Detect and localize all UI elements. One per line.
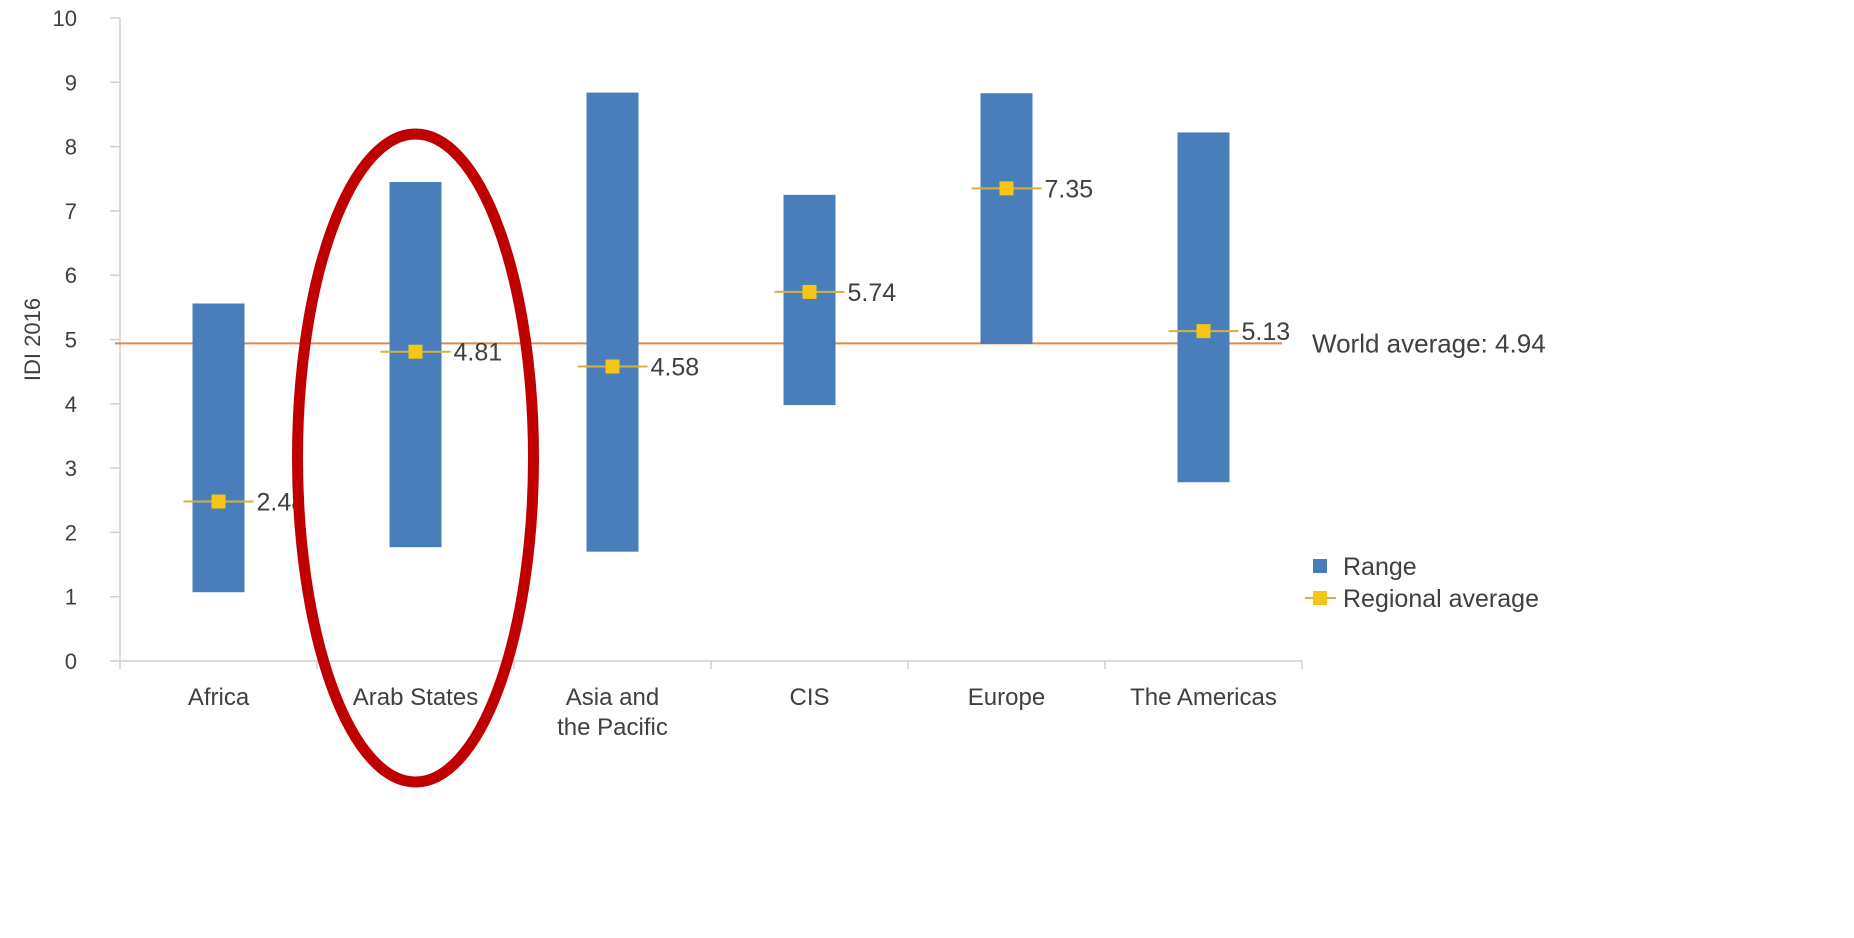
average-data-label: 5.13 (1242, 318, 1291, 346)
average-marker (408, 344, 423, 359)
y-tick-label: 2 (65, 520, 77, 545)
y-tick-label: 3 (65, 456, 77, 481)
legend-average-swatch (1313, 591, 1327, 605)
average-data-label: 7.35 (1045, 175, 1094, 203)
category-label: Arab States (353, 684, 478, 711)
y-tick-label: 5 (65, 328, 77, 353)
category-label: the Pacific (557, 714, 668, 741)
average-marker (802, 284, 817, 299)
range-bar (586, 92, 639, 552)
axes: 0 1 2 3 4 5 6 7 8 9 10 Africa Arab States Asia and the… (20, 6, 1303, 741)
average-marker (1196, 324, 1211, 339)
range-bar (192, 303, 245, 593)
y-tick-label: 4 (65, 392, 77, 417)
category-label: Europe (968, 684, 1045, 711)
y-tick-label: 9 (65, 70, 77, 95)
range-bar (783, 194, 836, 406)
range-bar (980, 93, 1033, 345)
average-data-label: 5.74 (848, 279, 897, 307)
average-marker (211, 494, 226, 509)
average-marker (605, 359, 620, 374)
range-bar (1177, 132, 1230, 483)
category-label: Asia and (566, 684, 659, 711)
average-data-label: 4.58 (651, 354, 700, 382)
annotation-layer (292, 128, 539, 788)
y-axis-title: IDI 2016 (20, 298, 45, 381)
average-marker (999, 181, 1014, 196)
average-data-label: 4.81 (454, 339, 503, 367)
y-tick-label: 1 (65, 585, 77, 610)
legend-average-label: Regional average (1343, 585, 1539, 613)
average-markers: 2.484.814.585.747.355.13 (183, 175, 1291, 517)
category-label: Africa (188, 684, 250, 711)
y-tick-label: 6 (65, 263, 77, 288)
y-tick-label: 8 (65, 135, 77, 160)
highlight-ellipse (292, 128, 539, 788)
category-label: CIS (789, 684, 829, 711)
world-average-label: World average: 4.94 (1312, 328, 1546, 358)
y-tick-label: 0 (65, 649, 77, 674)
range-bars (192, 92, 1230, 593)
legend-range-swatch (1313, 559, 1327, 573)
range-bar (389, 181, 442, 548)
y-tick-label: 7 (65, 199, 77, 224)
legend-range-label: Range (1343, 553, 1417, 581)
category-label: The Americas (1130, 684, 1277, 711)
legend: Range Regional average (1305, 553, 1539, 613)
y-tick-label: 10 (53, 6, 77, 31)
